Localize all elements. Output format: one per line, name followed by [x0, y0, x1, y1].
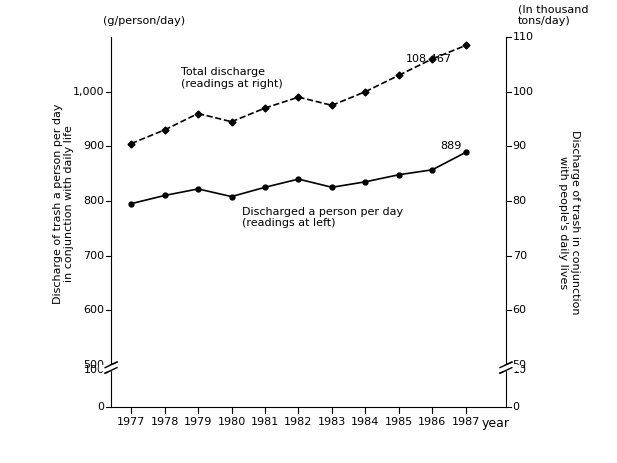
Text: 1978: 1978 — [151, 417, 179, 427]
Text: 1983: 1983 — [318, 417, 346, 427]
Text: 100: 100 — [513, 87, 534, 97]
Text: 1981: 1981 — [251, 417, 279, 427]
Text: 1979: 1979 — [184, 417, 212, 427]
Text: 600: 600 — [83, 305, 104, 315]
Bar — [111, 365, 506, 370]
Text: Discharge of trash in conjunction
with people's daily lives: Discharge of trash in conjunction with p… — [558, 130, 580, 314]
Text: 700: 700 — [83, 250, 104, 261]
Text: 1977: 1977 — [117, 417, 146, 427]
Text: 800: 800 — [83, 196, 104, 206]
Text: 80: 80 — [513, 196, 527, 206]
Text: (In thousand
tons/day): (In thousand tons/day) — [518, 4, 588, 26]
Text: Total discharge
(readings at right): Total discharge (readings at right) — [181, 67, 283, 89]
Text: 500: 500 — [83, 360, 104, 370]
Text: 889: 889 — [441, 141, 462, 151]
Text: 90: 90 — [513, 141, 527, 151]
Text: 1980: 1980 — [217, 417, 246, 427]
Text: year: year — [482, 417, 510, 430]
Text: Discharge of trash a person per day
in conjunction with daily life: Discharge of trash a person per day in c… — [53, 103, 75, 304]
Text: 900: 900 — [83, 141, 104, 151]
Text: 108.467: 108.467 — [405, 54, 452, 64]
Text: 10: 10 — [513, 365, 527, 375]
Text: 0: 0 — [97, 402, 104, 413]
Text: 1984: 1984 — [351, 417, 379, 427]
Text: 70: 70 — [513, 250, 527, 261]
Bar — [99, 365, 113, 370]
Text: 1,000: 1,000 — [73, 87, 104, 97]
Text: 0: 0 — [513, 402, 520, 413]
Text: 1982: 1982 — [284, 417, 313, 427]
Text: 100: 100 — [83, 365, 104, 375]
Text: Discharged a person per day
(readings at left): Discharged a person per day (readings at… — [242, 206, 403, 228]
Bar — [506, 365, 520, 370]
Text: 50: 50 — [513, 360, 527, 370]
Text: (g/person/day): (g/person/day) — [103, 16, 185, 26]
Text: 110: 110 — [513, 32, 534, 42]
Text: 1985: 1985 — [385, 417, 413, 427]
Text: 1986: 1986 — [418, 417, 447, 427]
Text: 60: 60 — [513, 305, 527, 315]
Text: 1987: 1987 — [452, 417, 480, 427]
